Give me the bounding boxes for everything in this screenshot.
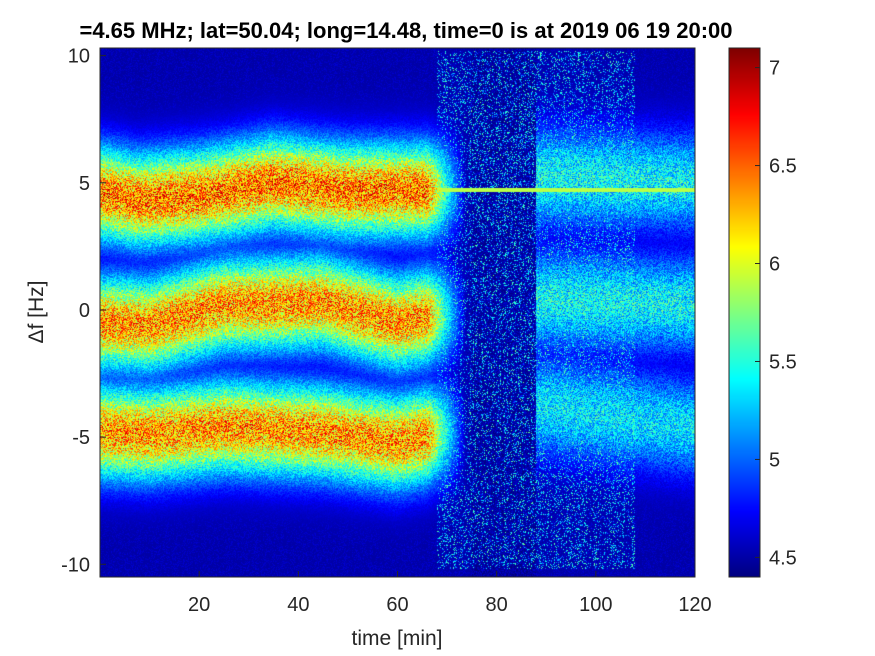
- chart-title: =4.65 MHz; lat=50.04; long=14.48, time=0…: [79, 18, 732, 43]
- x-tick-label: 120: [678, 594, 711, 616]
- colorbar-tick-label: 4.5: [769, 547, 797, 569]
- colorbar-gradient: [729, 48, 760, 577]
- y-tick-label: -10: [61, 554, 90, 576]
- x-tick-label: 40: [287, 594, 309, 616]
- heatmap-image: [100, 48, 695, 577]
- colorbar-frame: [728, 47, 761, 578]
- y-tick-label: 10: [68, 46, 90, 68]
- colorbar-tick-label: 7: [769, 58, 780, 80]
- plot-area: [99, 47, 696, 578]
- colorbar-tick-label: 5.5: [769, 351, 797, 373]
- y-axis-label: Δf [Hz]: [25, 280, 48, 343]
- x-tick-label: 20: [188, 594, 210, 616]
- y-tick-label: 0: [79, 300, 90, 322]
- y-tick-label: -5: [72, 427, 90, 449]
- x-tick-label: 100: [579, 594, 612, 616]
- y-tick-label: 5: [79, 173, 90, 195]
- x-axis-label: time [min]: [351, 627, 442, 650]
- colorbar-ticks: 7 6.5 6 5.5 5 4.5: [755, 58, 797, 569]
- y-axis: 10 5 0 -5 -10: [61, 46, 106, 576]
- colorbar-tick-label: 6: [769, 254, 780, 276]
- colorbar-tick-label: 5: [769, 449, 780, 471]
- colorbar: 7 6.5 6 5.5 5 4.5: [728, 47, 797, 578]
- x-tick-label: 60: [386, 594, 408, 616]
- x-axis: 20 40 60 80 100 120: [188, 571, 712, 616]
- colorbar-tick-label: 6.5: [769, 156, 797, 178]
- x-tick-label: 80: [486, 594, 508, 616]
